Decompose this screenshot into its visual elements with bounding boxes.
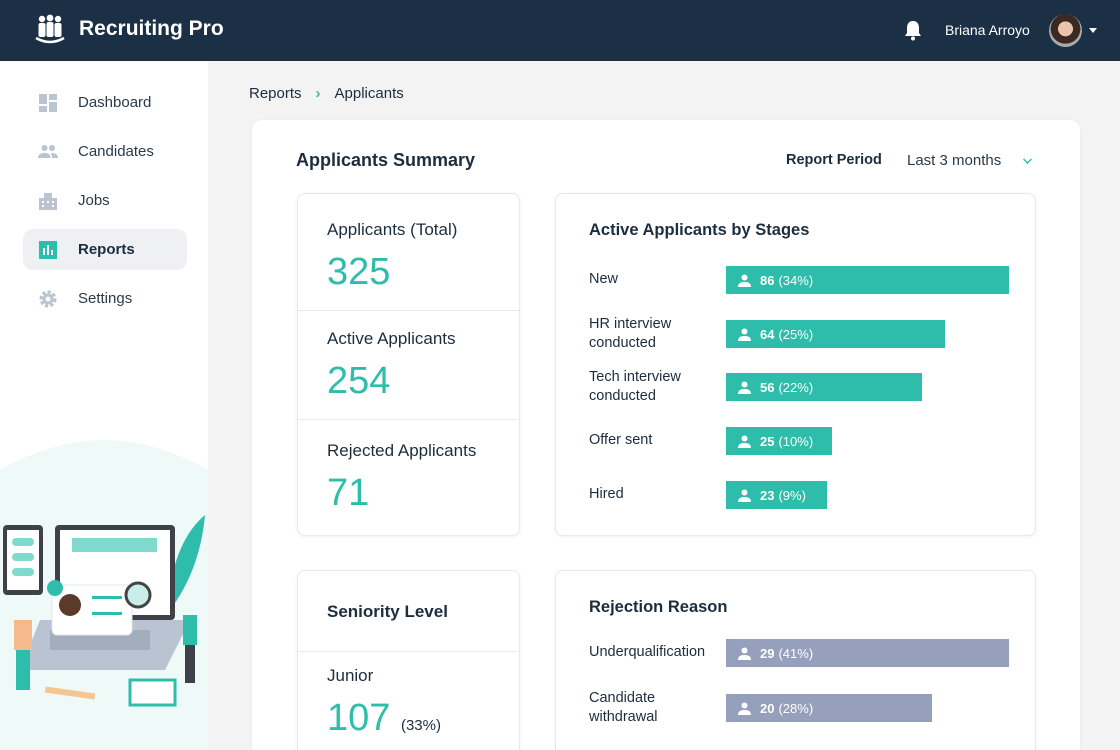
row-label: Underqualification bbox=[589, 644, 706, 660]
seniority-header: Seniority Level bbox=[298, 571, 520, 652]
seniority-title: Seniority Level bbox=[327, 602, 448, 621]
sidebar-item-reports[interactable]: Reports bbox=[23, 229, 187, 270]
stat-value: 71 bbox=[327, 472, 370, 514]
seniority-junior: Junior 107 (33%) bbox=[298, 652, 520, 750]
row-label: Candidate withdrawal bbox=[589, 690, 658, 725]
bar-count: 23 bbox=[760, 487, 775, 503]
bar[interactable]: 29 (41%) bbox=[726, 639, 1009, 667]
sidebar-item-jobs[interactable]: Jobs bbox=[23, 180, 187, 221]
bar-percent: (28%) bbox=[778, 700, 814, 716]
page-title: Applicants Summary bbox=[296, 150, 476, 170]
bar-percent: (9%) bbox=[778, 487, 806, 503]
avatar[interactable] bbox=[1049, 14, 1082, 47]
bar[interactable]: 23 (9%) bbox=[726, 481, 827, 509]
sidebar-item-dashboard[interactable]: Dashboard bbox=[23, 82, 187, 123]
person-icon bbox=[738, 274, 751, 287]
sidebar-item-candidates[interactable]: Candidates bbox=[23, 131, 187, 172]
sidebar-item-label: Settings bbox=[78, 290, 133, 307]
stat-rejected: Rejected Applicants 71 bbox=[298, 420, 520, 535]
bar-count: 56 bbox=[760, 379, 775, 395]
sidebar-item-label: Reports bbox=[78, 241, 135, 258]
stat-value: 325 bbox=[327, 251, 391, 293]
row-label: New bbox=[589, 271, 619, 287]
people-icon bbox=[38, 145, 58, 158]
person-icon bbox=[738, 489, 751, 502]
bar-count: 64 bbox=[760, 326, 775, 342]
seniority-box: Seniority Level Junior 107 (33%) bbox=[297, 570, 520, 750]
stat-label: Rejected Applicants bbox=[327, 441, 477, 460]
recruiting-illustration bbox=[0, 440, 208, 750]
bar[interactable]: 56 (22%) bbox=[726, 373, 922, 401]
sidebar: Dashboard Candidates Jobs Reports Settin… bbox=[0, 61, 208, 750]
bar-count: 25 bbox=[760, 433, 775, 449]
row-label: Tech interview conducted bbox=[589, 369, 681, 404]
person-icon bbox=[738, 381, 751, 394]
person-icon bbox=[738, 328, 751, 341]
logo-icon bbox=[35, 14, 65, 44]
stages-title: Active Applicants by Stages bbox=[589, 221, 810, 239]
stat-label: Applicants (Total) bbox=[327, 220, 458, 239]
person-icon bbox=[738, 435, 751, 448]
stages-box: Active Applicants by Stages New 86 (34%) HR… bbox=[555, 193, 1036, 536]
bar[interactable]: 25 (10%) bbox=[726, 427, 832, 455]
bar-percent: (41%) bbox=[778, 645, 814, 661]
bar-count: 29 bbox=[760, 645, 775, 661]
gear-icon bbox=[39, 290, 57, 308]
rejection-title: Rejection Reason bbox=[589, 598, 728, 616]
person-icon bbox=[738, 647, 751, 660]
sidebar-item-label: Candidates bbox=[78, 143, 154, 160]
person-icon bbox=[738, 702, 751, 715]
bar-percent: (25%) bbox=[778, 326, 814, 342]
report-period-select[interactable]: Last 3 months bbox=[907, 152, 1002, 169]
chevron-right-icon: › bbox=[315, 85, 321, 102]
bar-chart-icon bbox=[39, 241, 57, 259]
stat-value: 107 bbox=[327, 697, 391, 739]
dashboard-icon bbox=[39, 94, 57, 112]
sidebar-item-settings[interactable]: Settings bbox=[23, 278, 187, 319]
rejection-box: Rejection Reason Underqualification 29 (41… bbox=[555, 570, 1036, 750]
row-label: Offer sent bbox=[589, 432, 653, 448]
stat-label: Active Applicants bbox=[327, 329, 456, 348]
bar-percent: (34%) bbox=[778, 272, 814, 288]
bar[interactable]: 20 (28%) bbox=[726, 694, 932, 722]
row-label: Hired bbox=[589, 486, 624, 502]
applicant-totals-box: Applicants (Total) 325 Active Applicants… bbox=[297, 193, 520, 536]
notification-bell-icon[interactable] bbox=[903, 19, 923, 41]
building-icon bbox=[39, 193, 57, 210]
stat-total: Applicants (Total) 325 bbox=[298, 194, 520, 311]
top-bar: Recruiting Pro Briana Arroyo bbox=[0, 0, 1120, 61]
bar-count: 20 bbox=[760, 700, 775, 716]
bar[interactable]: 86 (34%) bbox=[726, 266, 1009, 294]
sidebar-item-label: Jobs bbox=[78, 192, 110, 209]
app-title: Recruiting Pro bbox=[79, 17, 224, 40]
row-label: HR interview conducted bbox=[589, 316, 672, 351]
bar[interactable]: 64 (25%) bbox=[726, 320, 945, 348]
bar-percent: (10%) bbox=[778, 433, 814, 449]
report-period-label: Report Period bbox=[786, 152, 882, 168]
stat-active: Active Applicants 254 bbox=[298, 311, 520, 420]
breadcrumb-current: Applicants bbox=[334, 85, 404, 102]
stat-value: 254 bbox=[327, 360, 391, 402]
stat-label: Junior bbox=[327, 666, 374, 685]
user-name[interactable]: Briana Arroyo bbox=[945, 22, 1030, 38]
bar-percent: (22%) bbox=[778, 379, 814, 395]
breadcrumb: Reports › Applicants bbox=[249, 85, 404, 102]
breadcrumb-reports-link[interactable]: Reports bbox=[249, 85, 302, 102]
bar-count: 86 bbox=[760, 272, 775, 288]
chevron-down-icon[interactable] bbox=[1089, 28, 1097, 33]
stat-percent: (33%) bbox=[400, 717, 441, 734]
sidebar-item-label: Dashboard bbox=[78, 94, 152, 111]
